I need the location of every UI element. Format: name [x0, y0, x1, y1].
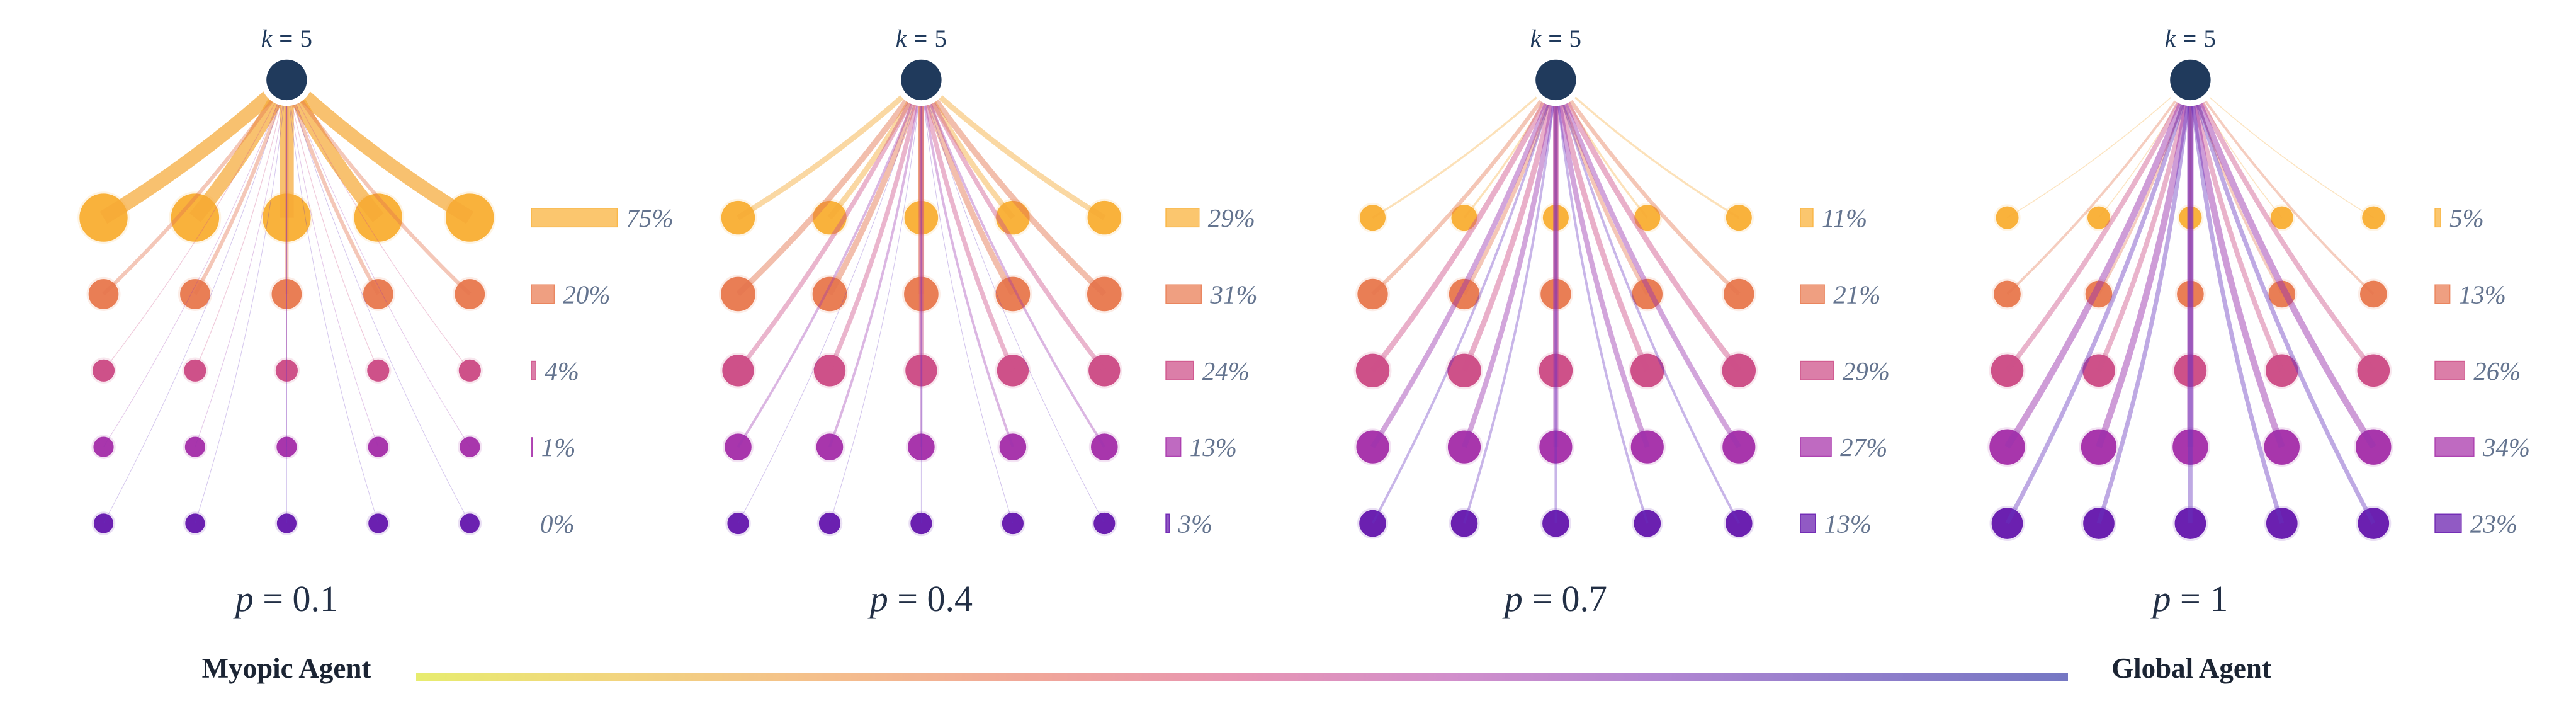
svg-text:23%: 23% — [2470, 510, 2517, 538]
svg-text:Global Agent: Global Agent — [2111, 652, 2271, 684]
svg-text:k = 5: k = 5 — [1530, 25, 1581, 52]
svg-text:11%: 11% — [1822, 203, 1867, 232]
svg-text:p = 0.7: p = 0.7 — [1502, 578, 1607, 619]
svg-text:1%: 1% — [541, 433, 576, 462]
svg-text:3%: 3% — [1178, 510, 1213, 538]
svg-text:p = 0.1: p = 0.1 — [233, 578, 338, 619]
svg-text:13%: 13% — [1190, 433, 1237, 462]
svg-text:4%: 4% — [545, 356, 579, 385]
svg-text:26%: 26% — [2473, 356, 2521, 385]
svg-text:21%: 21% — [1833, 280, 1880, 309]
svg-text:k = 5: k = 5 — [2165, 25, 2216, 52]
svg-text:13%: 13% — [1824, 510, 1872, 538]
svg-text:k = 5: k = 5 — [261, 25, 312, 52]
svg-text:p = 1: p = 1 — [2150, 578, 2229, 619]
svg-text:29%: 29% — [1843, 356, 1890, 385]
svg-text:0%: 0% — [540, 510, 575, 538]
svg-text:29%: 29% — [1208, 203, 1255, 232]
svg-text:5%: 5% — [2449, 203, 2484, 232]
svg-text:27%: 27% — [1840, 433, 1887, 462]
svg-text:31%: 31% — [1209, 280, 1257, 309]
svg-text:75%: 75% — [626, 203, 674, 232]
svg-text:20%: 20% — [563, 280, 610, 309]
svg-text:p = 0.4: p = 0.4 — [867, 578, 973, 619]
svg-text:13%: 13% — [2459, 280, 2506, 309]
svg-text:k = 5: k = 5 — [896, 25, 947, 52]
svg-text:Myopic Agent: Myopic Agent — [202, 652, 371, 684]
svg-text:24%: 24% — [1202, 356, 1250, 385]
svg-text:34%: 34% — [2482, 433, 2530, 462]
